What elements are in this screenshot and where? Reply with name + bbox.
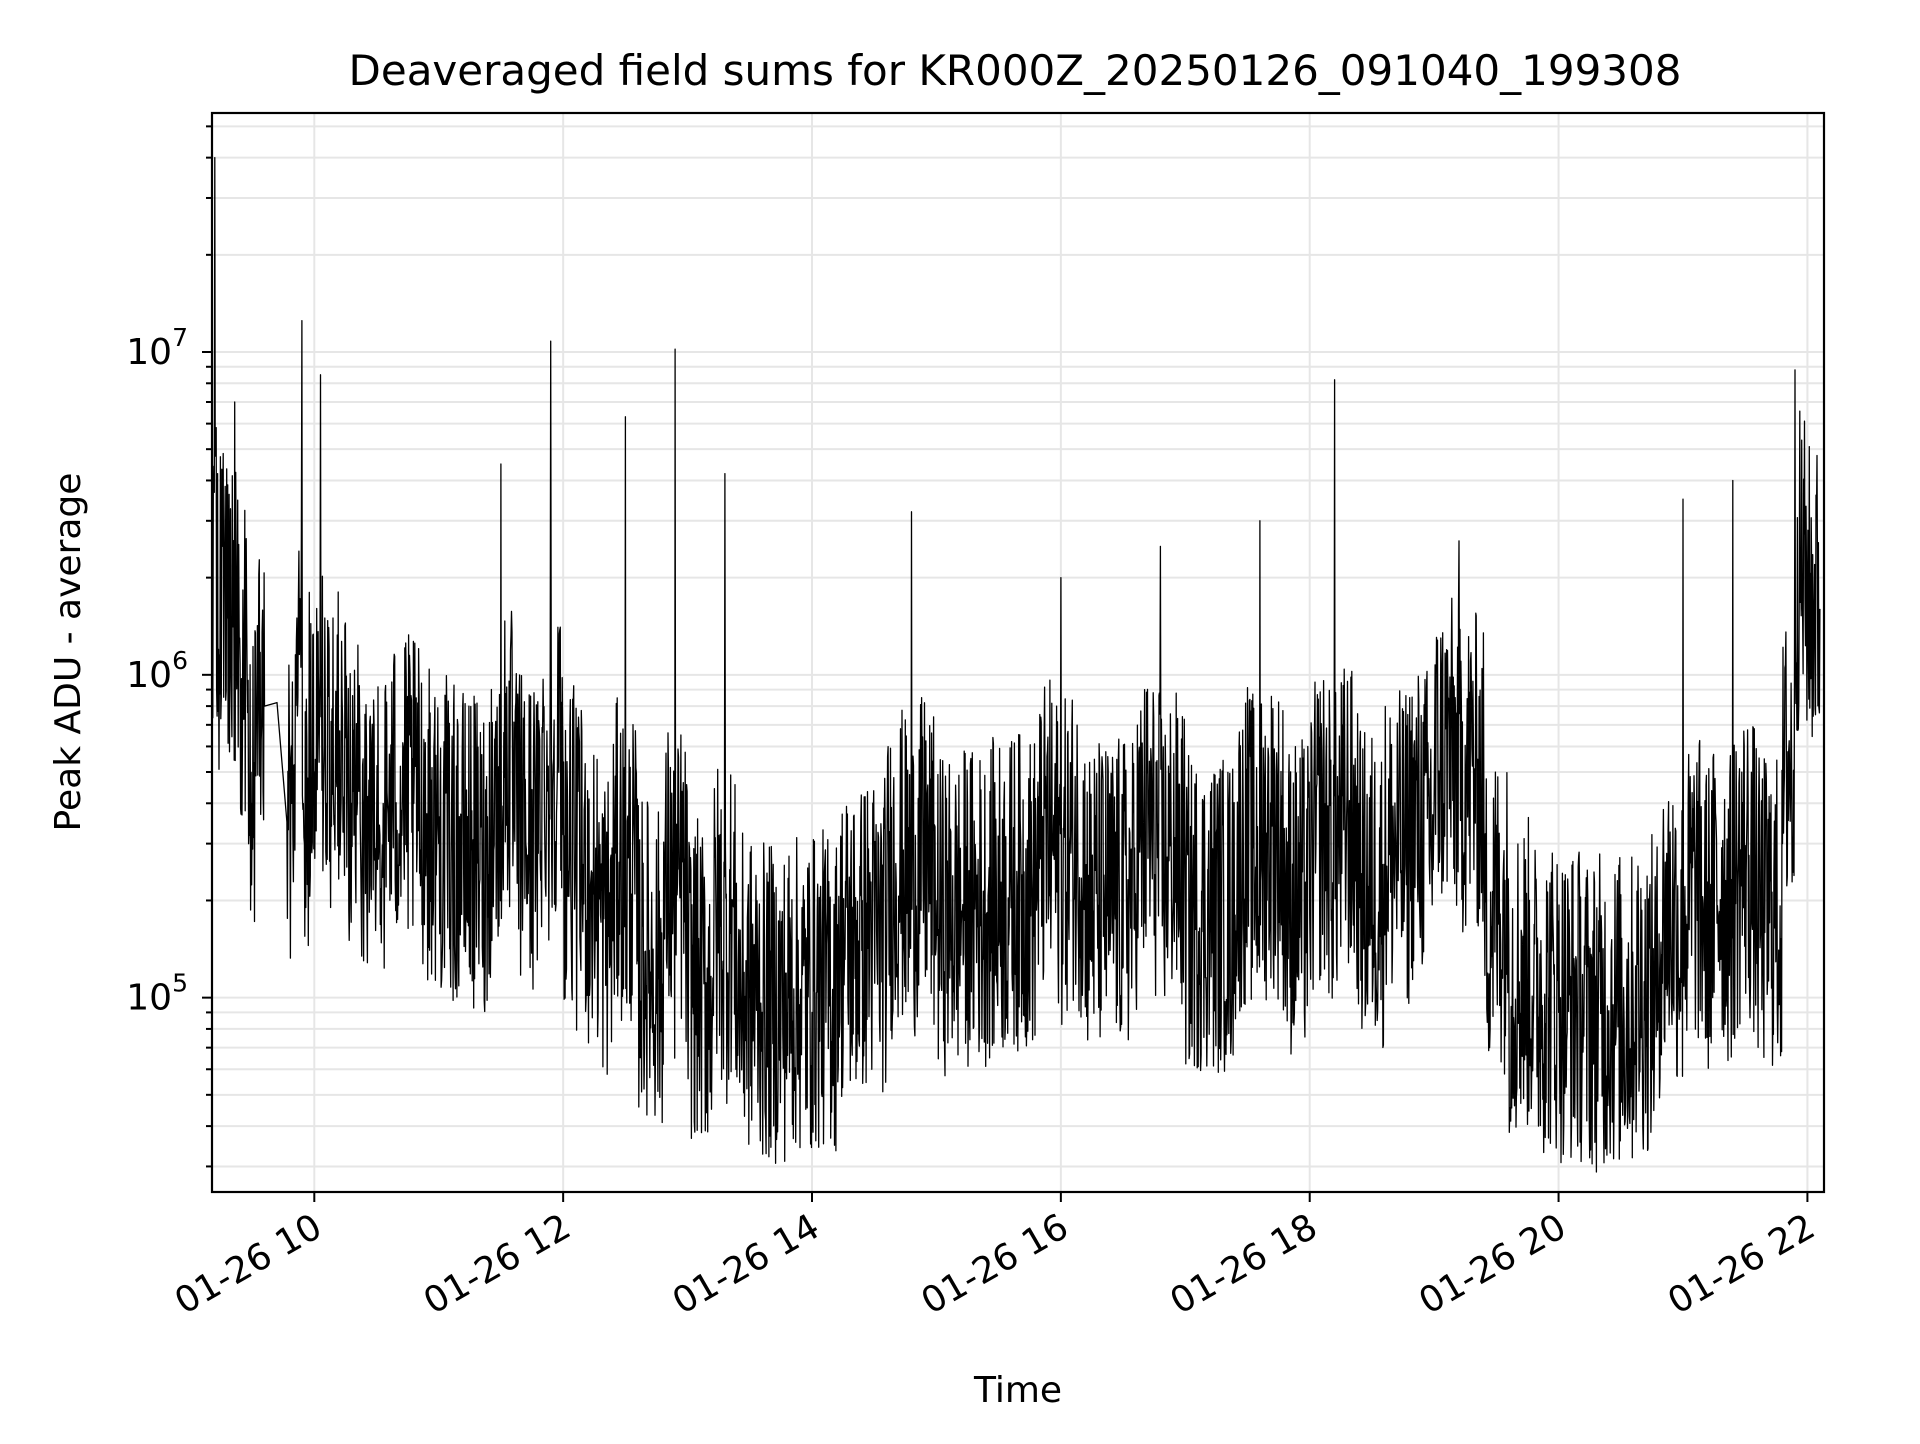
y-tick-label-exponent: 5 bbox=[172, 969, 188, 998]
y-tick-label-base: 10 bbox=[126, 978, 172, 1019]
x-tick-label: 01-26 20 bbox=[1412, 1206, 1573, 1322]
data-series-line bbox=[211, 156, 1821, 1173]
y-tick-label-exponent: 7 bbox=[172, 323, 188, 352]
x-tick-label: 01-26 14 bbox=[666, 1206, 827, 1322]
plot-frame bbox=[210, 111, 1826, 1194]
x-tick-label: 01-26 18 bbox=[1164, 1206, 1325, 1322]
x-tick-label: 01-26 10 bbox=[168, 1206, 329, 1322]
y-tick-label: 106 bbox=[126, 646, 188, 696]
y-tick-label: 105 bbox=[126, 969, 188, 1019]
y-axis-label: Peak ADU - average bbox=[48, 473, 89, 832]
chart-title: Deaveraged field sums for KR000Z_2025012… bbox=[349, 46, 1682, 95]
x-tick-label: 01-26 12 bbox=[417, 1206, 578, 1322]
x-tick-label: 01-26 22 bbox=[1661, 1206, 1822, 1322]
x-tick-label: 01-26 16 bbox=[915, 1206, 1076, 1322]
y-tick-label-exponent: 6 bbox=[172, 646, 188, 675]
plot-area bbox=[211, 156, 1821, 1173]
x-axis-label: Time bbox=[973, 1370, 1062, 1411]
y-tick-label: 107 bbox=[126, 323, 188, 373]
y-tick-label-base: 10 bbox=[126, 655, 172, 696]
y-tick-label-base: 10 bbox=[126, 332, 172, 373]
